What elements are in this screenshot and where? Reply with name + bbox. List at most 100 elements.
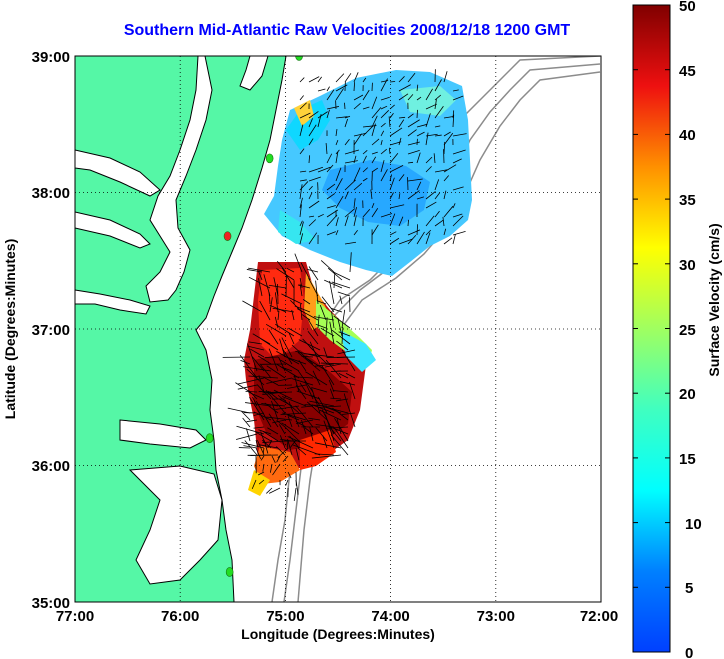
current-vector bbox=[328, 379, 335, 393]
current-vector bbox=[268, 291, 271, 305]
current-vector bbox=[323, 420, 335, 449]
current-vector bbox=[299, 179, 307, 182]
current-vector bbox=[255, 431, 272, 442]
current-vector bbox=[380, 148, 387, 155]
current-vector bbox=[267, 427, 279, 435]
current-vector bbox=[338, 373, 349, 379]
current-vector bbox=[284, 426, 300, 442]
current-vector bbox=[380, 160, 385, 173]
current-vector bbox=[398, 174, 405, 182]
current-vector bbox=[281, 422, 300, 435]
x-tick-labels: 77:00 76:00 75:00 74:00 73:00 72:00 bbox=[56, 608, 618, 625]
current-vector bbox=[407, 161, 414, 164]
current-vector bbox=[279, 435, 286, 449]
current-vector bbox=[242, 300, 263, 313]
current-vector bbox=[305, 371, 328, 386]
current-vector bbox=[308, 124, 317, 137]
current-vector bbox=[292, 444, 321, 456]
current-vector bbox=[416, 84, 419, 92]
current-vector bbox=[239, 354, 258, 379]
pamlico-sound bbox=[128, 465, 223, 585]
y-tick-label: 39:00 bbox=[32, 49, 70, 66]
current-vector bbox=[299, 124, 304, 137]
current-vectors bbox=[222, 69, 467, 502]
current-vector bbox=[308, 192, 313, 200]
velocity-field-north bbox=[264, 70, 472, 276]
current-vector bbox=[398, 84, 411, 92]
current-vector bbox=[443, 131, 451, 137]
current-vector bbox=[389, 174, 392, 182]
current-vector bbox=[317, 213, 324, 218]
current-vector bbox=[291, 378, 314, 386]
current-vector bbox=[258, 375, 265, 393]
current-vector bbox=[407, 119, 420, 128]
current-vector bbox=[311, 388, 321, 414]
current-vector bbox=[297, 284, 311, 289]
current-vector bbox=[326, 109, 330, 119]
current-vector bbox=[307, 331, 319, 345]
current-vector bbox=[333, 271, 351, 281]
current-vector bbox=[434, 125, 441, 128]
current-vector bbox=[237, 384, 258, 390]
current-vector bbox=[308, 219, 317, 227]
current-vector bbox=[246, 269, 263, 273]
current-vector bbox=[287, 436, 314, 449]
current-vector bbox=[306, 401, 328, 421]
current-vector bbox=[299, 184, 303, 200]
current-vector bbox=[389, 165, 404, 173]
current-vector bbox=[353, 94, 364, 101]
current-vector bbox=[293, 487, 297, 502]
current-vector bbox=[353, 133, 362, 146]
current-vector bbox=[263, 439, 269, 454]
current-vector bbox=[269, 487, 281, 494]
current-vector bbox=[353, 102, 361, 110]
current-vector bbox=[370, 189, 373, 200]
current-vector bbox=[443, 190, 447, 200]
current-vector bbox=[295, 405, 314, 428]
x-axis-label: Longitude (Degrees:Minutes) bbox=[241, 626, 435, 642]
current-vector bbox=[336, 340, 349, 351]
current-vector bbox=[311, 404, 335, 414]
current-vector bbox=[299, 102, 307, 110]
current-vector bbox=[407, 190, 420, 200]
current-vector bbox=[353, 182, 363, 191]
current-vector bbox=[289, 439, 297, 449]
current-vector bbox=[288, 327, 303, 337]
current-vector bbox=[335, 116, 348, 119]
current-vector bbox=[262, 440, 286, 443]
current-vector bbox=[285, 479, 289, 486]
current-vector bbox=[249, 396, 265, 421]
current-vector bbox=[265, 323, 287, 337]
current-vector bbox=[242, 417, 251, 428]
current-vector bbox=[326, 106, 339, 110]
current-vector bbox=[275, 323, 295, 337]
axes-frame bbox=[74, 55, 602, 603]
current-vector bbox=[407, 229, 421, 236]
current-vector bbox=[330, 397, 342, 400]
current-vector bbox=[299, 277, 303, 289]
current-vector bbox=[407, 113, 414, 119]
current-vector bbox=[433, 153, 436, 164]
current-vector bbox=[324, 279, 343, 289]
current-vector bbox=[248, 267, 271, 273]
current-vector bbox=[308, 277, 319, 297]
current-vector bbox=[380, 169, 388, 182]
current-vector bbox=[315, 427, 328, 442]
current-vector bbox=[380, 105, 388, 110]
current-vector bbox=[344, 215, 349, 227]
current-vector bbox=[294, 253, 303, 273]
current-vector bbox=[311, 387, 328, 393]
current-vector bbox=[306, 353, 335, 358]
current-vector bbox=[333, 315, 351, 329]
current-vector bbox=[389, 141, 402, 146]
current-vector bbox=[326, 231, 336, 236]
current-vector bbox=[452, 110, 455, 119]
current-vector bbox=[335, 195, 344, 209]
current-vector bbox=[452, 186, 464, 191]
current-vector bbox=[327, 267, 343, 281]
current-vector bbox=[443, 132, 454, 146]
x-tick-label: 76:00 bbox=[161, 608, 199, 625]
current-vector bbox=[325, 317, 328, 337]
current-vector bbox=[353, 198, 356, 209]
current-vector bbox=[265, 389, 286, 414]
